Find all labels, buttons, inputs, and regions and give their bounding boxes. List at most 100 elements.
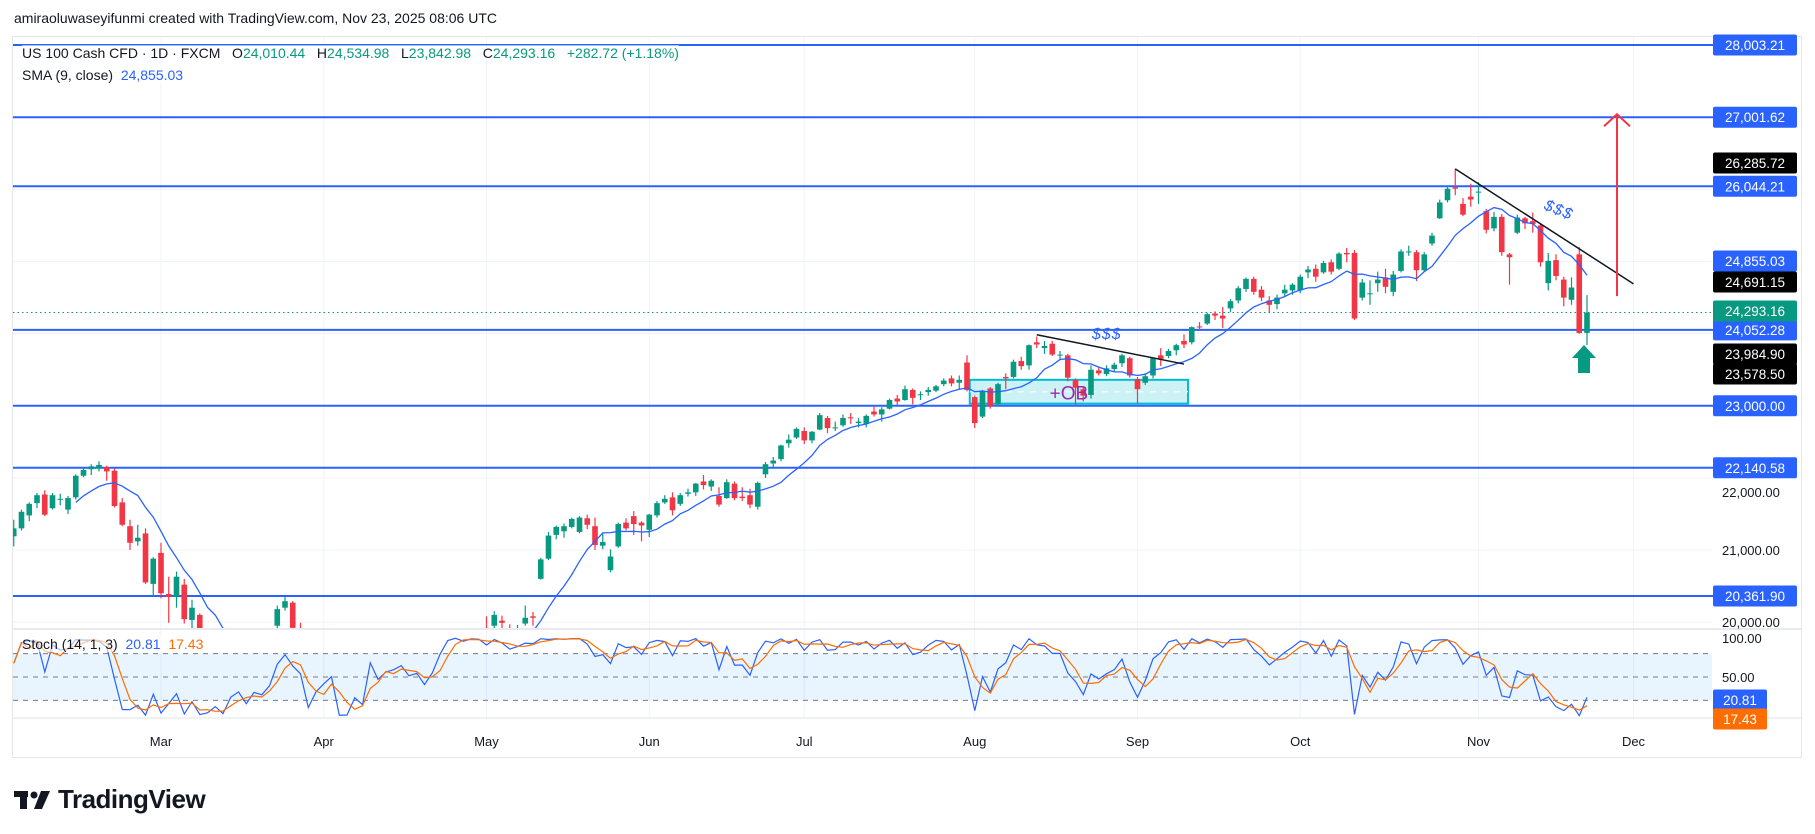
tradingview-logo-icon xyxy=(14,790,50,809)
candle-body xyxy=(1258,289,1265,298)
candle xyxy=(545,531,552,561)
candle xyxy=(1553,254,1559,281)
candle xyxy=(592,517,598,551)
stoch-d-label-bg xyxy=(1713,708,1767,730)
candle xyxy=(762,462,769,478)
candle xyxy=(1343,247,1350,263)
candle-body xyxy=(638,522,645,526)
time-tick-label: Dec xyxy=(1622,734,1646,749)
candle xyxy=(299,622,302,628)
candle-body xyxy=(654,503,660,516)
level-price-label-bg xyxy=(1713,34,1797,56)
candle xyxy=(259,631,265,650)
candle xyxy=(1196,322,1203,331)
candle xyxy=(1421,252,1428,272)
level-price-label-text: 23,000.00 xyxy=(1725,399,1785,414)
candle xyxy=(1328,259,1335,275)
stoch-k-label-text: 20.81 xyxy=(1723,693,1757,708)
candle xyxy=(150,557,157,597)
candle-body xyxy=(127,526,133,543)
candle xyxy=(1460,198,1466,217)
candle xyxy=(948,375,955,387)
candle-body xyxy=(1119,355,1125,364)
candle xyxy=(778,444,784,462)
candle-body xyxy=(824,418,831,429)
sma-legend[interactable]: SMA (9, close) 24,855.03 xyxy=(22,67,184,83)
candle xyxy=(26,502,33,522)
candle-body xyxy=(158,552,164,594)
stoch-k-label: 20.81 xyxy=(1713,689,1767,711)
candle-body xyxy=(1584,312,1590,333)
candle-body xyxy=(1421,254,1428,271)
candle-body xyxy=(739,496,746,499)
candle-body xyxy=(1475,191,1482,193)
candle-body xyxy=(801,431,808,441)
candle-body xyxy=(576,517,583,532)
candle-body xyxy=(677,495,684,504)
candle-body xyxy=(1289,284,1296,291)
open-label: O xyxy=(232,45,243,61)
candle xyxy=(289,601,296,628)
symbol-title: US 100 Cash CFD · 1D · FXCM xyxy=(22,45,221,61)
candle xyxy=(1018,356,1025,370)
candle-body xyxy=(1545,260,1552,284)
time-tick-label: Nov xyxy=(1467,734,1491,749)
candle-body xyxy=(685,492,691,494)
candle-body xyxy=(1351,252,1358,319)
candle-body xyxy=(754,482,761,507)
candle xyxy=(1305,265,1311,279)
candle xyxy=(189,599,195,628)
candle-body xyxy=(1157,355,1164,359)
candle xyxy=(1088,365,1094,399)
candle xyxy=(731,481,738,501)
tradingview-logo[interactable]: TradingView xyxy=(14,784,206,815)
sma-line xyxy=(75,206,1588,628)
level-price-label: 28,003.21 xyxy=(1713,34,1797,56)
candle xyxy=(809,431,815,444)
stoch-tick-label: 100.00 xyxy=(1722,631,1762,646)
candle xyxy=(282,596,288,611)
open-value: 24,010.44 xyxy=(242,45,306,61)
time-axis[interactable]: Mar Apr May Jun Jul Aug Sep Oct Nov Dec xyxy=(150,734,1646,749)
candle-body xyxy=(902,389,908,401)
candle-body xyxy=(422,759,428,780)
candle-body xyxy=(816,415,823,430)
candle xyxy=(1026,344,1032,370)
candle-body xyxy=(1514,217,1521,233)
candle xyxy=(406,726,412,768)
candle xyxy=(661,495,668,504)
candle-body xyxy=(871,411,877,415)
candle xyxy=(196,613,203,628)
candle-body xyxy=(630,516,637,525)
high-label: H xyxy=(316,45,328,61)
drawings: $$$ $$$ xyxy=(1036,112,1634,373)
candle xyxy=(1367,280,1373,305)
candle xyxy=(1072,378,1079,406)
candle xyxy=(1545,252,1552,291)
level-price-label-text: 24,052.28 xyxy=(1725,323,1785,338)
price-tick-label: 21,000.00 xyxy=(1722,543,1780,558)
stoch-legend[interactable]: Stoch (14, 1, 3) 20.81 17.43 xyxy=(22,636,204,652)
level-price-label-text: 22,140.58 xyxy=(1725,461,1785,476)
candle-body xyxy=(96,464,102,469)
candle-body xyxy=(289,602,296,628)
level-price-label: 24,052.28 xyxy=(1713,319,1797,341)
candle-body xyxy=(948,378,955,384)
candle-body xyxy=(530,616,536,618)
candle-body xyxy=(429,747,435,774)
candle xyxy=(971,395,978,429)
candle xyxy=(956,375,963,390)
candle-body xyxy=(1057,354,1063,356)
sma-price-label-text: 24,855.03 xyxy=(1725,254,1785,269)
candle xyxy=(832,421,839,432)
candle-body xyxy=(1173,345,1180,351)
drawing-price-label-bg xyxy=(1713,363,1797,385)
symbol-legend[interactable]: US 100 Cash CFD · 1D · FXCM O24,010.44 H… xyxy=(22,45,679,61)
candle-body xyxy=(1390,274,1397,292)
candle xyxy=(1452,168,1459,196)
candle xyxy=(1529,212,1536,233)
candle-body xyxy=(956,379,963,383)
candle xyxy=(1514,214,1521,235)
